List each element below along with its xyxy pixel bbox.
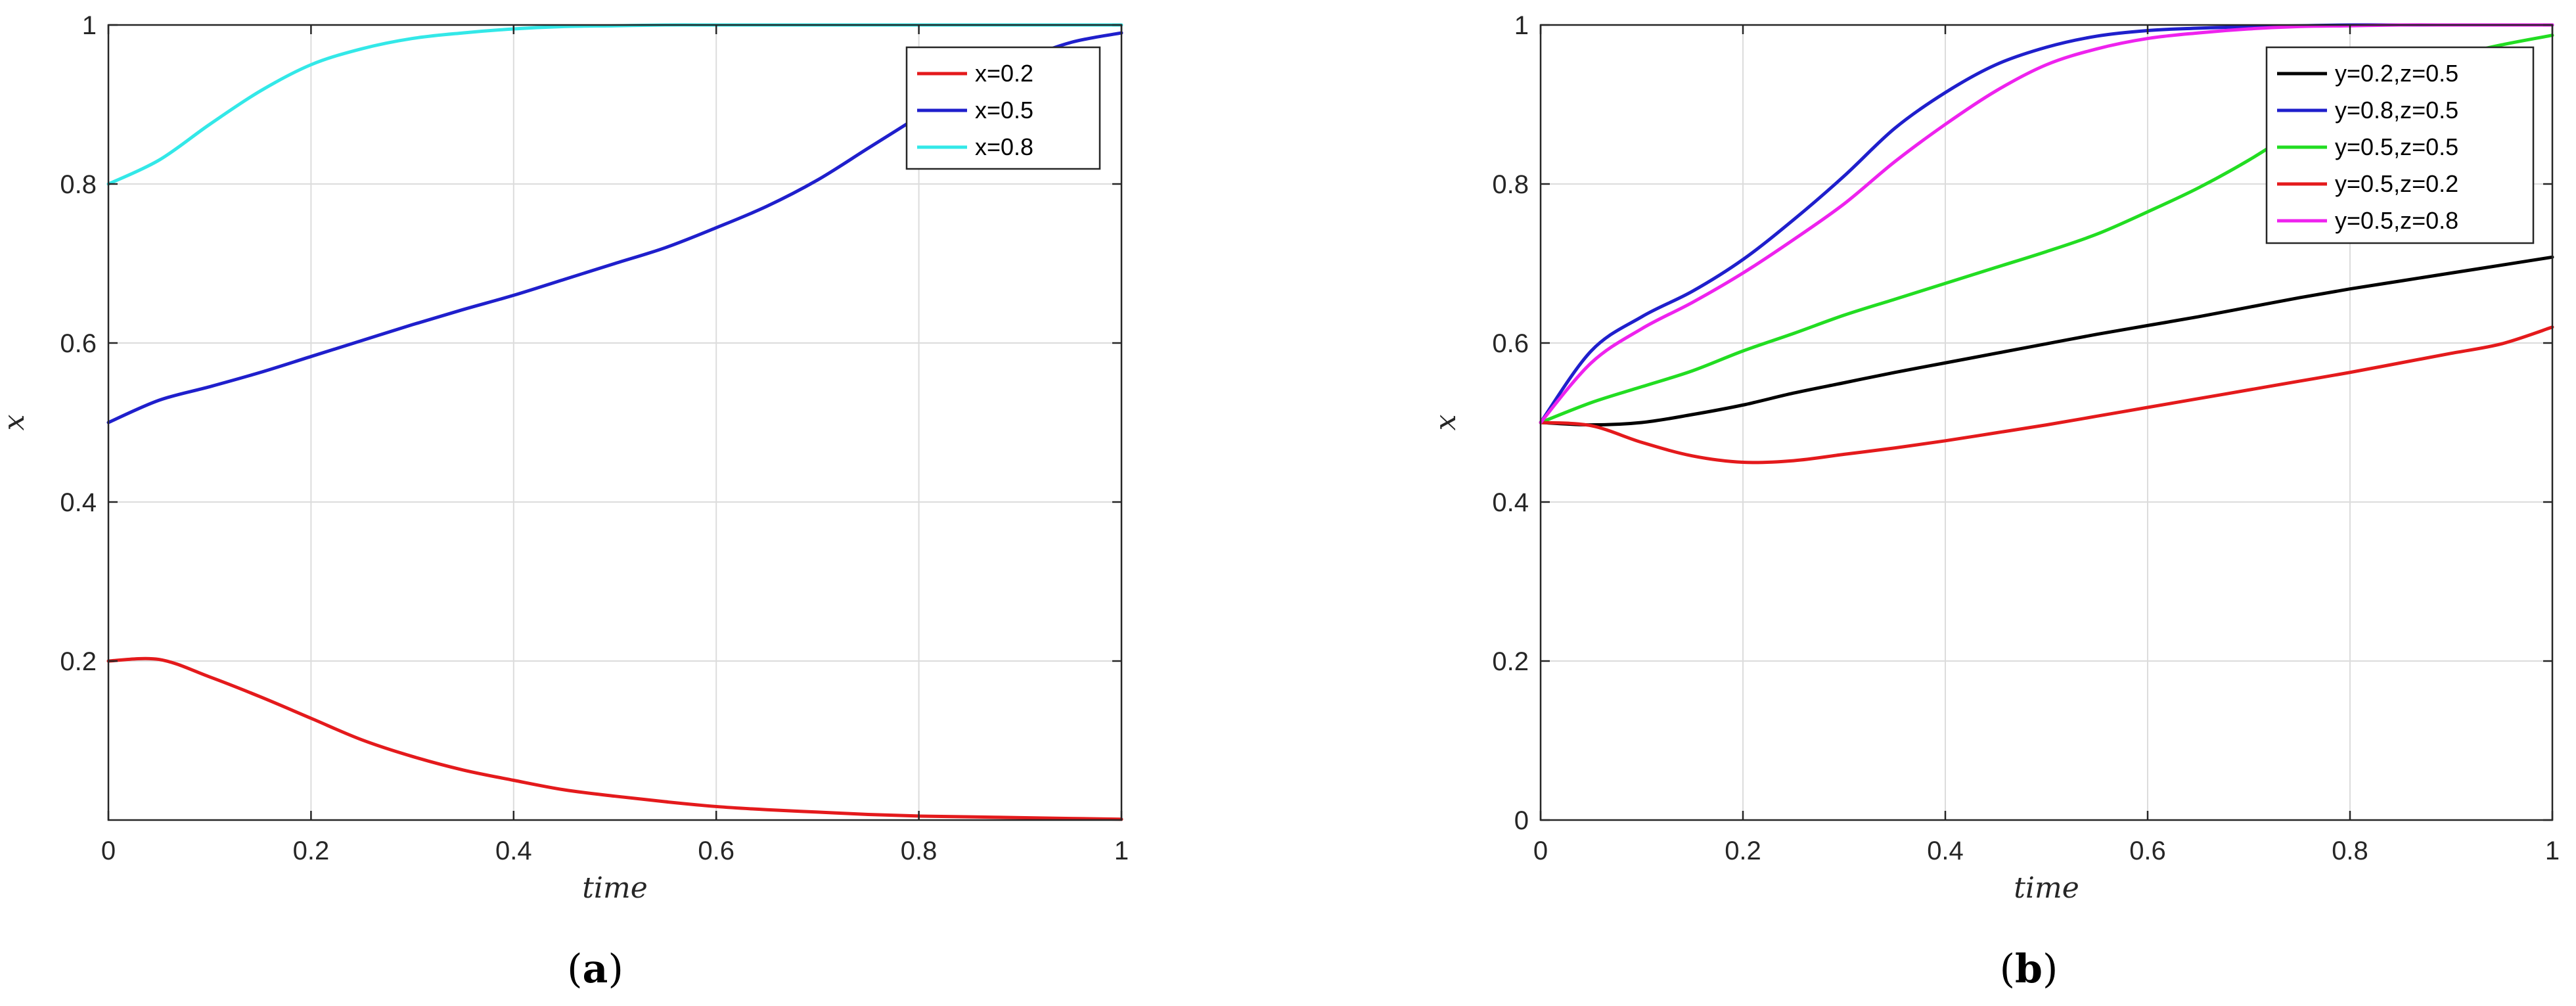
x-tick-label: 0.2 bbox=[1725, 836, 1761, 865]
panel-caption: (b) bbox=[2000, 946, 2058, 992]
legend-label-2: x=0.5 bbox=[975, 97, 1033, 124]
x-tick-label: 0.2 bbox=[293, 836, 330, 865]
legend-label-5: y=0.5,z=0.8 bbox=[2335, 207, 2458, 234]
series-line-1 bbox=[106, 656, 1123, 821]
x-tick-label: 1 bbox=[1114, 836, 1129, 865]
y-tick-label: 0.6 bbox=[1492, 329, 1529, 358]
axes-box bbox=[1539, 24, 2554, 821]
y-tick-label: 0.8 bbox=[60, 170, 97, 199]
panel-caption-close: ) bbox=[2043, 946, 2058, 992]
y-tick-label: 0.8 bbox=[1492, 170, 1529, 199]
x-tick-label: 0.8 bbox=[901, 836, 938, 865]
panel-caption-close: ) bbox=[608, 946, 623, 992]
y-tick-label: 0 bbox=[1514, 806, 1529, 835]
y-tick-label: 0.4 bbox=[60, 488, 97, 517]
x-tick-label: 0.4 bbox=[1927, 836, 1964, 865]
y-tick-label: 1 bbox=[82, 11, 97, 40]
chart-panel-b: 0 0.2 0.4 0.6 0.8 1 0 0.2 0.4 0.6 0.8 1 time x y=0.2,z… bbox=[1429, 11, 2560, 992]
y-tick-label: 0.6 bbox=[60, 329, 97, 358]
y-axis-label: x bbox=[0, 414, 31, 430]
series-line-1 bbox=[1539, 255, 2554, 427]
chart-panel-a: 0 0.2 0.4 0.6 0.8 10.20.40.60.81timexx=0.2x=0… bbox=[0, 11, 1129, 992]
series-line-4 bbox=[1539, 325, 2554, 465]
panel-caption-open: ( bbox=[2000, 946, 2015, 992]
x-tick-label: 0 bbox=[1533, 836, 1548, 865]
legend-label-3: y=0.5,z=0.5 bbox=[2335, 133, 2458, 160]
y-tick-label: 0.2 bbox=[1492, 647, 1529, 676]
x-tick-label: 1 bbox=[2545, 836, 2560, 865]
y-tick-label: 1 bbox=[1514, 11, 1529, 40]
legend-label-1: y=0.2,z=0.5 bbox=[2335, 60, 2458, 87]
axes-box bbox=[107, 24, 1123, 821]
x-tick-label: 0.6 bbox=[2129, 836, 2166, 865]
x-tick-label: 0.8 bbox=[2332, 836, 2368, 865]
panel-caption-letter: a bbox=[583, 946, 608, 992]
panel-caption-open: ( bbox=[567, 946, 582, 992]
y-tick-label: 0.4 bbox=[1492, 488, 1529, 517]
y-axis-label: x bbox=[1429, 414, 1462, 430]
legend: y=0.2,z=0.5 y=0.8,z=0.5 y=0.5,z=0.5 y=0.5,z… bbox=[2265, 46, 2535, 244]
x-axis-label: time bbox=[582, 871, 648, 905]
x-tick-label: 0.6 bbox=[698, 836, 734, 865]
y-tick-label: 0.2 bbox=[60, 647, 97, 676]
legend-label-2: y=0.8,z=0.5 bbox=[2335, 97, 2458, 124]
x-tick-label: 0 bbox=[101, 836, 116, 865]
legend-label-3: x=0.8 bbox=[975, 133, 1033, 160]
panel-caption: (a) bbox=[567, 946, 623, 992]
legend-label-1: x=0.2 bbox=[975, 60, 1033, 87]
legend-box bbox=[2265, 46, 2535, 244]
legend: x=0.2 x=0.5 x=0.8 bbox=[905, 46, 1101, 170]
panel-caption-letter: b bbox=[2015, 946, 2043, 992]
legend-label-4: y=0.5,z=0.2 bbox=[2335, 170, 2458, 197]
x-tick-label: 0.4 bbox=[495, 836, 532, 865]
x-axis-label: time bbox=[2014, 871, 2079, 905]
